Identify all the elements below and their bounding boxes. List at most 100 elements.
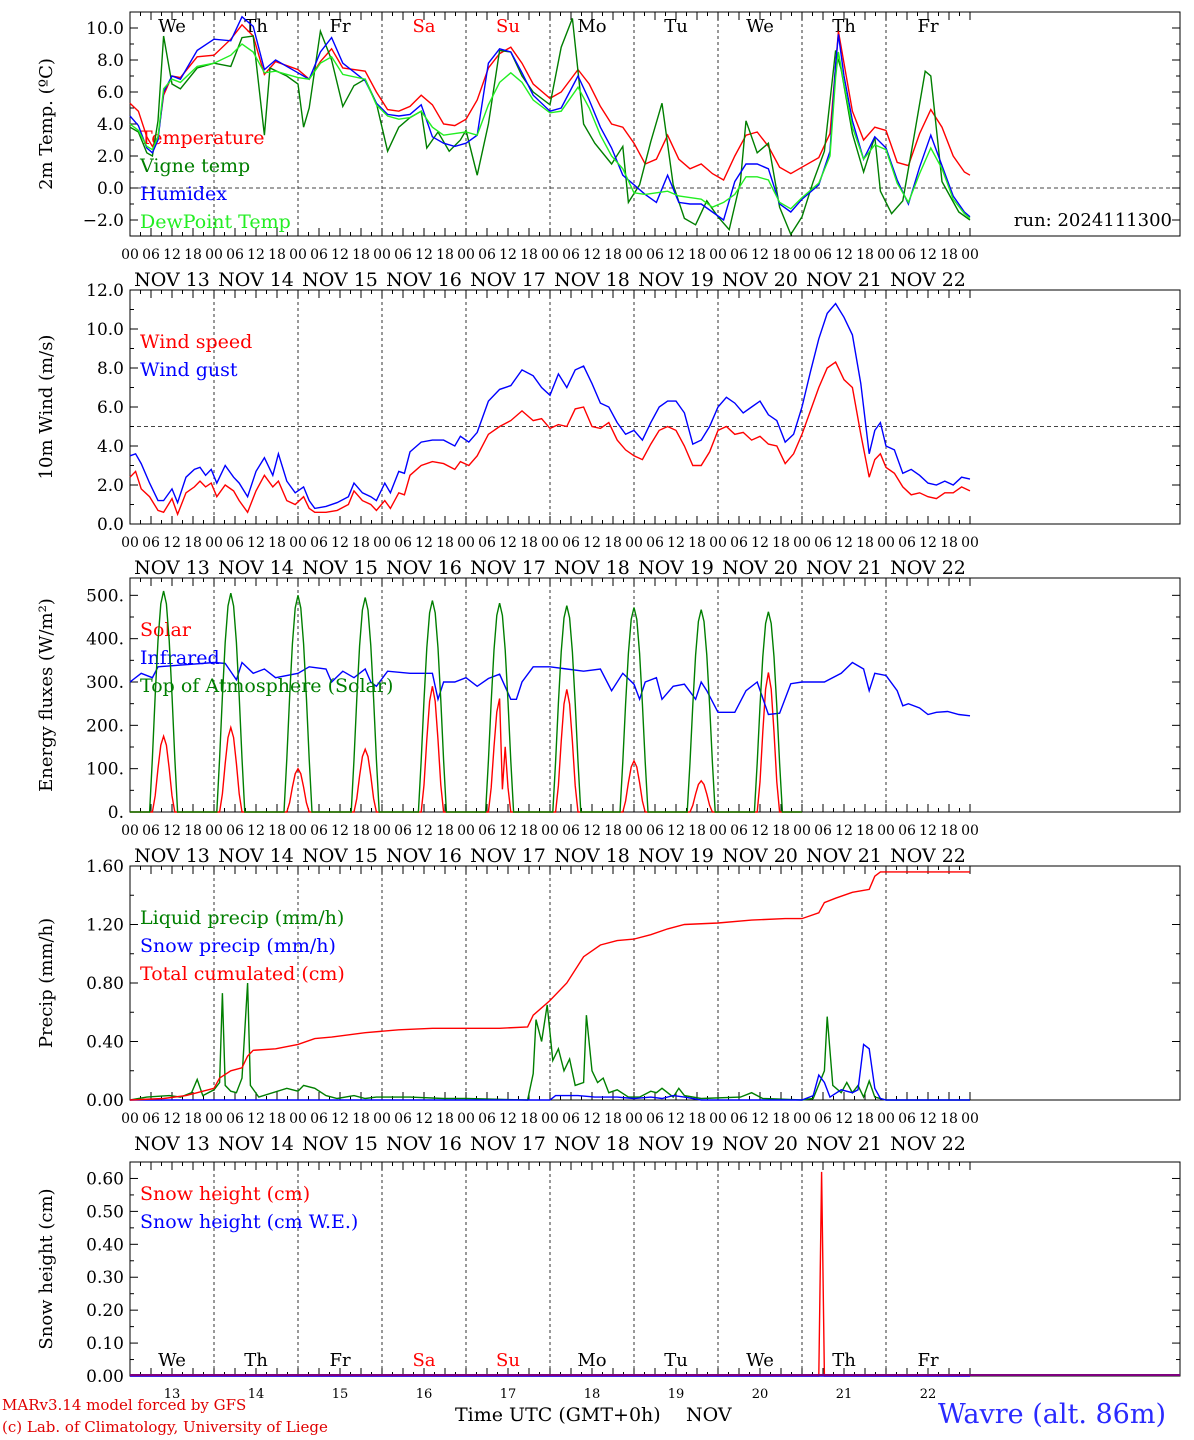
hour-label: 00 (793, 247, 811, 263)
hour-label: 12 (247, 823, 265, 839)
hour-label: 00 (541, 247, 559, 263)
hour-label: 00 (289, 1111, 307, 1127)
hour-label: 18 (940, 247, 958, 263)
day-label: NOV 19 (638, 269, 714, 291)
hour-label: 12 (667, 1111, 685, 1127)
y-axis-label: 2m Temp. (ºC) (36, 58, 57, 190)
hour-label: 18 (436, 247, 454, 263)
weekday-label: Th (832, 1350, 856, 1371)
y-tick-label: 10.0 (86, 19, 124, 39)
hour-label: 00 (457, 1111, 475, 1127)
day-label: NOV 15 (302, 557, 378, 579)
hour-label: 18 (856, 823, 874, 839)
hour-label: 06 (310, 535, 328, 551)
hour-label: 06 (646, 247, 664, 263)
hour-label: 00 (625, 1111, 643, 1127)
weekday-label: Fr (329, 16, 350, 37)
hour-label: 12 (583, 1111, 601, 1127)
day-label: NOV 22 (890, 557, 966, 579)
hour-label: 12 (331, 247, 349, 263)
station-name: Wavre (alt. 86m) (938, 1399, 1166, 1430)
legend-entry: Humidex (140, 183, 227, 205)
day-label: NOV 16 (386, 1133, 462, 1155)
hour-label: 06 (394, 247, 412, 263)
series-line-infrared (129, 661, 971, 717)
hour-label: 18 (268, 823, 286, 839)
hour-label: 12 (919, 1111, 937, 1127)
hour-label: 18 (856, 1111, 874, 1127)
hour-label: 12 (163, 535, 181, 551)
weekday-label: Sa (412, 16, 435, 37)
y-tick-label: 12.0 (86, 281, 124, 301)
hour-label: 00 (961, 535, 979, 551)
hour-label: 00 (457, 823, 475, 839)
hour-label: 12 (499, 247, 517, 263)
day-label: NOV 18 (554, 557, 630, 579)
hour-label: 06 (562, 247, 580, 263)
y-tick-label: 400. (86, 630, 124, 650)
y-tick-label: −2.0 (83, 211, 124, 231)
weekday-label: Mo (577, 16, 606, 37)
hour-label: 06 (814, 247, 832, 263)
legend-entry: Infrared (140, 647, 220, 669)
hour-label: 00 (205, 247, 223, 263)
day-label: NOV 22 (890, 1133, 966, 1155)
day-label: NOV 14 (218, 1133, 294, 1155)
day-label: NOV 20 (722, 557, 798, 579)
y-tick-label: 0.0 (97, 179, 124, 199)
legend-entry: Wind speed (140, 331, 252, 353)
day-number-label: 15 (332, 1387, 349, 1402)
hour-label: 18 (688, 823, 706, 839)
legend-entry: Total cumulated (cm) (140, 963, 345, 985)
hour-label: 06 (310, 247, 328, 263)
hour-label: 06 (562, 823, 580, 839)
hour-label: 00 (373, 247, 391, 263)
time-axis-label: Time UTC (GMT+0h) (455, 1404, 661, 1426)
hour-label: 12 (415, 535, 433, 551)
day-number-label: 18 (584, 1387, 601, 1402)
weekday-label: We (746, 1350, 774, 1371)
day-label: NOV 18 (554, 269, 630, 291)
hour-label: 12 (499, 1111, 517, 1127)
hour-label: 06 (646, 535, 664, 551)
hour-label: 00 (289, 247, 307, 263)
hour-label: 18 (688, 247, 706, 263)
hour-label: 00 (121, 247, 139, 263)
hour-label: 00 (121, 823, 139, 839)
hour-label: 00 (877, 247, 895, 263)
hour-label: 06 (730, 1111, 748, 1127)
hour-label: 12 (751, 823, 769, 839)
hour-label: 00 (457, 535, 475, 551)
series-line-liquid-precip-mm-h- (129, 982, 970, 1101)
y-tick-label: 2.0 (97, 147, 124, 167)
legend-entry: Snow height (cm) (140, 1183, 310, 1205)
hour-label: 00 (961, 1111, 979, 1127)
hour-label: 00 (709, 823, 727, 839)
hour-label: 12 (667, 823, 685, 839)
weekday-label: We (158, 16, 186, 37)
hour-label: 00 (625, 535, 643, 551)
y-tick-label: 0.20 (86, 1301, 124, 1321)
day-label: NOV 19 (638, 1133, 714, 1155)
series-line-total-cumulated-cm- (129, 871, 970, 1101)
hour-label: 18 (520, 1111, 538, 1127)
day-label: NOV 18 (554, 1133, 630, 1155)
hour-label: 18 (268, 1111, 286, 1127)
legend-entry: Wind gust (140, 359, 238, 381)
day-label: NOV 13 (134, 1133, 210, 1155)
y-tick-label: 0.00 (86, 1091, 124, 1111)
day-label: NOV 20 (722, 1133, 798, 1155)
y-tick-label: 0. (108, 803, 124, 823)
day-label: NOV 13 (134, 269, 210, 291)
weekday-label: Tu (664, 16, 688, 37)
hour-label: 06 (814, 823, 832, 839)
hour-label: 06 (562, 535, 580, 551)
y-tick-label: 8.0 (97, 51, 124, 71)
y-tick-label: 0.00 (86, 1367, 124, 1387)
hour-label: 06 (898, 823, 916, 839)
y-tick-label: 4.0 (97, 115, 124, 135)
hour-label: 18 (940, 535, 958, 551)
hour-label: 12 (331, 823, 349, 839)
hour-label: 06 (814, 535, 832, 551)
hour-label: 18 (604, 247, 622, 263)
